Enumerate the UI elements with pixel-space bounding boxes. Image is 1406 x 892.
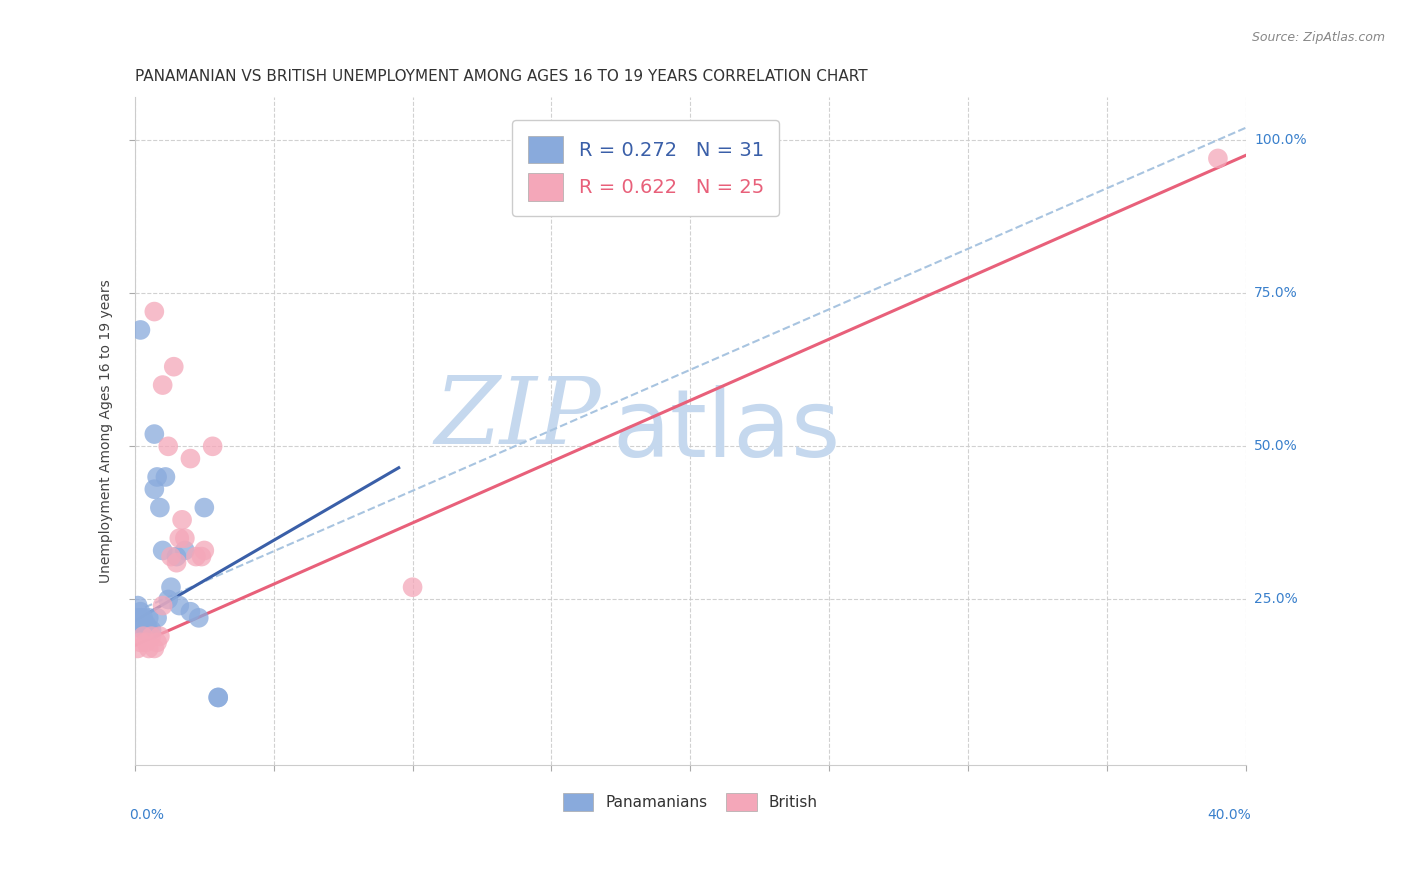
Point bbox=[135, 635, 157, 649]
Point bbox=[146, 611, 169, 625]
Point bbox=[138, 611, 160, 625]
Text: 25.0%: 25.0% bbox=[1254, 592, 1298, 607]
Point bbox=[149, 629, 172, 643]
Point bbox=[155, 470, 177, 484]
Point bbox=[184, 549, 207, 564]
Point bbox=[143, 482, 166, 496]
Text: Source: ZipAtlas.com: Source: ZipAtlas.com bbox=[1251, 31, 1385, 45]
Text: 40.0%: 40.0% bbox=[1208, 808, 1251, 822]
Y-axis label: Unemployment Among Ages 16 to 19 years: Unemployment Among Ages 16 to 19 years bbox=[100, 279, 114, 582]
Point bbox=[172, 513, 194, 527]
Point bbox=[166, 556, 188, 570]
Point bbox=[152, 543, 174, 558]
Text: 75.0%: 75.0% bbox=[1254, 286, 1298, 301]
Point bbox=[163, 359, 186, 374]
Point bbox=[207, 690, 229, 705]
Point bbox=[190, 549, 212, 564]
Legend: Panamanians, British: Panamanians, British bbox=[557, 787, 824, 817]
Point bbox=[146, 635, 169, 649]
Point bbox=[157, 592, 180, 607]
Point bbox=[127, 641, 149, 656]
Point bbox=[143, 641, 166, 656]
Point bbox=[173, 543, 195, 558]
Point bbox=[138, 641, 160, 656]
Point bbox=[135, 623, 157, 637]
Point bbox=[169, 531, 191, 545]
Point bbox=[132, 629, 155, 643]
Point bbox=[201, 439, 224, 453]
Point bbox=[149, 500, 172, 515]
Point bbox=[401, 580, 423, 594]
Point bbox=[187, 611, 209, 625]
Text: ZIP: ZIP bbox=[434, 373, 602, 463]
Point bbox=[143, 304, 166, 318]
Point bbox=[152, 599, 174, 613]
Point bbox=[179, 451, 201, 466]
Point bbox=[129, 605, 152, 619]
Point bbox=[129, 611, 152, 625]
Text: 50.0%: 50.0% bbox=[1254, 440, 1298, 453]
Point bbox=[127, 611, 149, 625]
Point bbox=[193, 500, 215, 515]
Point bbox=[160, 549, 183, 564]
Point bbox=[1206, 152, 1229, 166]
Point bbox=[132, 623, 155, 637]
Point bbox=[160, 580, 183, 594]
Point bbox=[141, 629, 163, 643]
Point bbox=[157, 439, 180, 453]
Point bbox=[146, 470, 169, 484]
Text: 100.0%: 100.0% bbox=[1254, 133, 1306, 147]
Point bbox=[129, 635, 152, 649]
Text: atlas: atlas bbox=[613, 385, 841, 477]
Text: PANAMANIAN VS BRITISH UNEMPLOYMENT AMONG AGES 16 TO 19 YEARS CORRELATION CHART: PANAMANIAN VS BRITISH UNEMPLOYMENT AMONG… bbox=[135, 69, 868, 84]
Point bbox=[129, 617, 152, 632]
Point bbox=[129, 323, 152, 337]
Point bbox=[207, 690, 229, 705]
Point bbox=[179, 605, 201, 619]
Point bbox=[152, 378, 174, 392]
Point bbox=[143, 427, 166, 442]
Text: 0.0%: 0.0% bbox=[129, 808, 165, 822]
Point bbox=[169, 599, 191, 613]
Point bbox=[193, 543, 215, 558]
Point bbox=[141, 623, 163, 637]
Point bbox=[127, 599, 149, 613]
Point bbox=[135, 617, 157, 632]
Point bbox=[138, 623, 160, 637]
Point bbox=[166, 549, 188, 564]
Point bbox=[132, 617, 155, 632]
Point bbox=[132, 611, 155, 625]
Point bbox=[173, 531, 195, 545]
